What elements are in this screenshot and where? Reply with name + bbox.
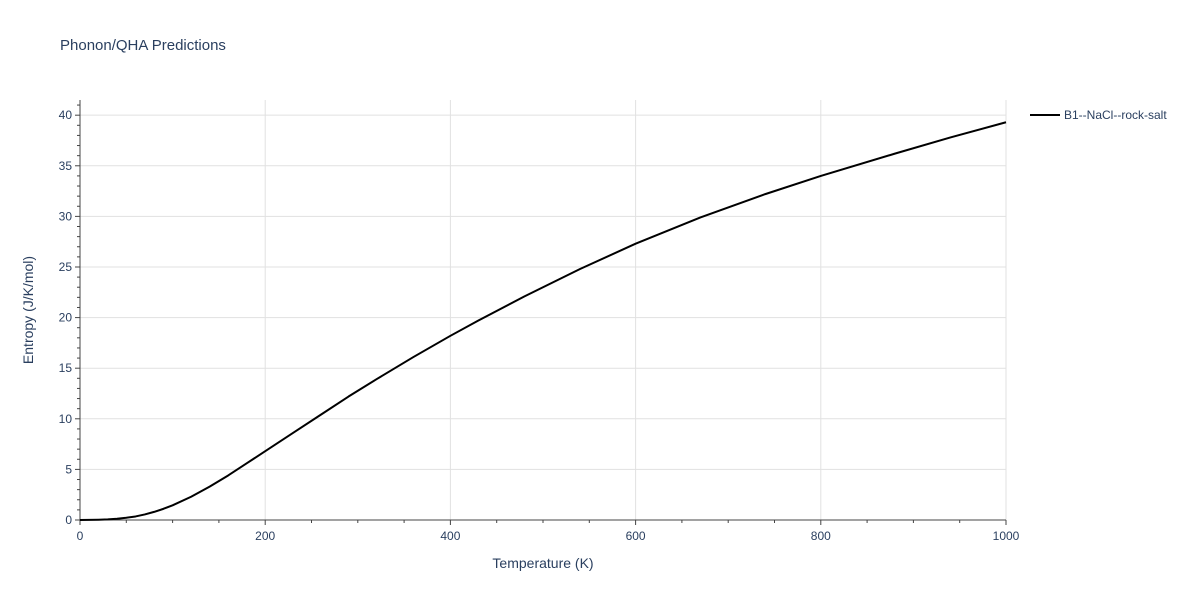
x-tick-label: 800 <box>811 529 831 543</box>
y-tick-label: 5 <box>65 462 72 476</box>
chart-title: Phonon/QHA Predictions <box>60 37 226 54</box>
x-tick-label: 400 <box>440 529 460 543</box>
x-tick-label: 200 <box>255 529 275 543</box>
y-tick-label: 25 <box>59 260 73 274</box>
legend-label: B1--NaCl--rock-salt <box>1064 108 1167 122</box>
x-tick-label: 600 <box>626 529 646 543</box>
y-tick-label: 15 <box>59 361 73 375</box>
y-tick-label: 35 <box>59 159 73 173</box>
y-tick-label: 30 <box>59 209 73 223</box>
y-axis-title: Entropy (J/K/mol) <box>20 256 36 364</box>
x-axis-title: Temperature (K) <box>492 555 593 571</box>
x-tick-label: 1000 <box>993 529 1020 543</box>
y-tick-label: 10 <box>59 412 73 426</box>
series-line-B1--NaCl--rock-salt[interactable] <box>79 121 1007 521</box>
legend[interactable]: B1--NaCl--rock-salt <box>1030 108 1167 122</box>
x-tick-label: 0 <box>77 529 84 543</box>
y-tick-label: 20 <box>59 311 73 325</box>
tick-labels: 0 200 400 600 800 1000 0 5 10 15 20 25 30 35 40 <box>59 108 1020 543</box>
axes <box>75 100 1007 525</box>
y-tick-label: 40 <box>59 108 73 122</box>
y-tick-label: 0 <box>65 513 72 527</box>
series-layer <box>79 121 1007 521</box>
grid-lines <box>80 100 1007 520</box>
